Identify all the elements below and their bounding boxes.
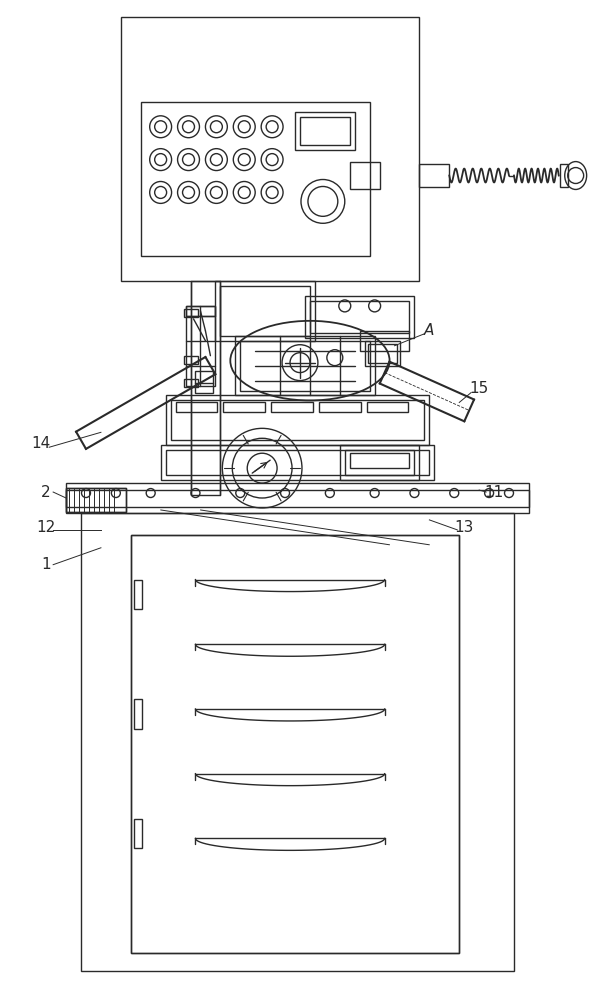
Text: 1: 1 (42, 557, 51, 572)
Bar (131, 535, 459, 953)
Bar (183, 356, 199, 364)
Bar (66, 488, 126, 512)
Bar (141, 102, 369, 256)
Bar (176, 402, 217, 412)
Bar (165, 450, 430, 475)
Text: 2: 2 (42, 485, 51, 500)
Bar (121, 17, 419, 281)
Bar (171, 400, 424, 440)
Bar (161, 445, 434, 480)
Bar (215, 281, 315, 341)
Bar (350, 162, 380, 189)
Bar (134, 819, 142, 848)
Bar (196, 371, 214, 393)
Text: 12: 12 (36, 520, 56, 535)
Bar (66, 488, 126, 512)
Bar (134, 580, 142, 609)
Bar (300, 117, 350, 145)
Bar (183, 309, 199, 317)
Bar (560, 164, 568, 187)
Bar (350, 453, 409, 468)
Bar (165, 395, 430, 445)
Bar (340, 445, 419, 480)
Bar (186, 306, 215, 316)
Bar (365, 341, 399, 366)
Bar (240, 341, 369, 391)
Bar (419, 164, 449, 187)
Bar (368, 344, 396, 363)
Text: A: A (424, 323, 434, 338)
Bar (220, 286, 310, 336)
Bar (66, 483, 529, 513)
Bar (223, 402, 265, 412)
Bar (66, 490, 529, 507)
Text: 11: 11 (484, 485, 504, 500)
Text: 13: 13 (455, 520, 474, 535)
Text: 14: 14 (32, 436, 51, 451)
Text: 15: 15 (469, 381, 488, 396)
Bar (295, 112, 355, 150)
Bar (360, 331, 409, 351)
Bar (81, 513, 514, 971)
Bar (305, 296, 415, 338)
Bar (345, 450, 415, 475)
Bar (186, 306, 215, 386)
Bar (310, 301, 409, 333)
Bar (367, 402, 409, 412)
Bar (134, 699, 142, 729)
Bar (235, 336, 375, 395)
Bar (190, 281, 220, 495)
Bar (183, 379, 199, 387)
Bar (271, 402, 313, 412)
Bar (131, 535, 459, 953)
Bar (319, 402, 361, 412)
